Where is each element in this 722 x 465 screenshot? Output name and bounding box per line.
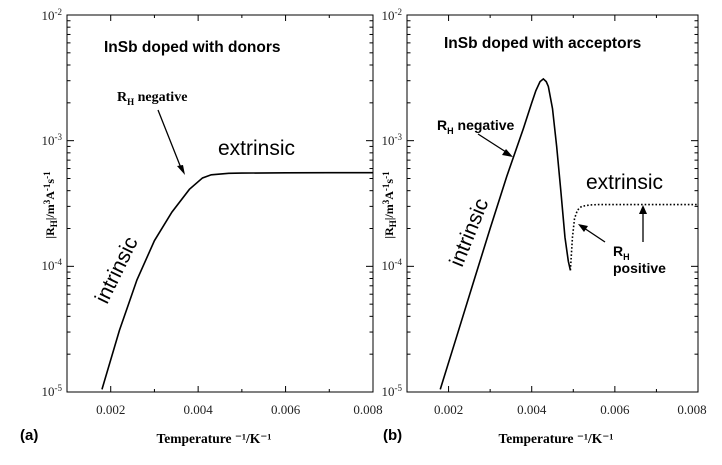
panel-a-ytick-1e-5: 10-5	[42, 383, 63, 399]
panel-b-ytick-1e-5: 10-5	[382, 383, 403, 399]
panel-b-rh-neg-arrow-line	[477, 133, 507, 153]
panel-a-xtick-0.006: 0.006	[271, 402, 301, 417]
panel-a-xlabel: Temperature ⁻¹/K⁻¹	[157, 431, 272, 446]
panel-a: 10-2 10-3 10-4 10-5 0.002 0.004 0.006 0.…	[20, 7, 383, 446]
panel-b-xtick-0.004: 0.004	[517, 402, 547, 417]
panel-a-xtick-0.004: 0.004	[183, 402, 213, 417]
panel-b-frame	[406, 14, 699, 393]
panel-a-intrinsic-label: intrinsic	[91, 233, 143, 307]
panel-b-xtick-0.006: 0.006	[600, 402, 630, 417]
panel-a-extrinsic-label: extrinsic	[218, 137, 295, 160]
panel-b-rh-negative-label: RH negative	[437, 117, 515, 136]
panel-a-frame	[66, 14, 374, 393]
panel-a-ylabel: |RH|/m3A-1s-1	[42, 171, 59, 239]
panel-a-series-0	[101, 171, 373, 390]
panel-a-label: (a)	[20, 427, 38, 444]
panel-b-intrinsic-label: intrinsic	[445, 195, 493, 270]
panel-b-label: (b)	[383, 427, 402, 444]
panel-a-rh-arrow-head	[177, 165, 185, 175]
panel-b-rh-pos-arrow1-head	[578, 224, 588, 232]
panel-b-rh-pos-arrow2-head	[639, 205, 647, 214]
panel-a-ticks	[66, 14, 374, 393]
panel-b-rh-neg-arrow-head	[502, 149, 513, 157]
panel-a-ytick-1e-2: 10-2	[42, 7, 63, 23]
panel-b-extrinsic-label: extrinsic	[586, 171, 663, 194]
panel-a-rh-arrow-line	[157, 109, 182, 169]
panel-b-rh-positive-label-line2: positive	[613, 260, 666, 276]
panel-a-xtick-0.002: 0.002	[96, 402, 125, 417]
panel-a-title: InSb doped with donors	[104, 39, 281, 56]
panel-b-xtick-0.008: 0.008	[677, 402, 706, 417]
panel-b-rh-pos-arrow1-line	[583, 227, 606, 243]
panel-b-xtick-0.002: 0.002	[434, 402, 463, 417]
panel-a-ytick-1e-4: 10-4	[42, 257, 63, 273]
panel-b-ticks	[406, 14, 699, 393]
panel-b-ytick-1e-2: 10-2	[382, 7, 403, 23]
panel-b-ylabel: |RH|/m3A-1s-1	[381, 171, 398, 239]
panel-a-rh-negative-label: RH negative	[117, 90, 187, 107]
panel-b-rh-positive-label: RH	[613, 243, 630, 262]
panel-b-ytick-1e-3: 10-3	[382, 132, 403, 148]
panel-b-ytick-1e-4: 10-4	[382, 257, 403, 273]
panel-a-ytick-1e-3: 10-3	[42, 132, 63, 148]
panel-b-title: InSb doped with acceptors	[444, 35, 641, 52]
panel-b-series-0	[439, 77, 572, 390]
panel-b: 10-2 10-3 10-4 10-5 0.002 0.004 0.006 0.…	[381, 7, 707, 446]
panel-b-xlabel: Temperature ⁻¹/K⁻¹	[499, 431, 614, 446]
panel-a-xtick-0.008: 0.008	[353, 402, 382, 417]
